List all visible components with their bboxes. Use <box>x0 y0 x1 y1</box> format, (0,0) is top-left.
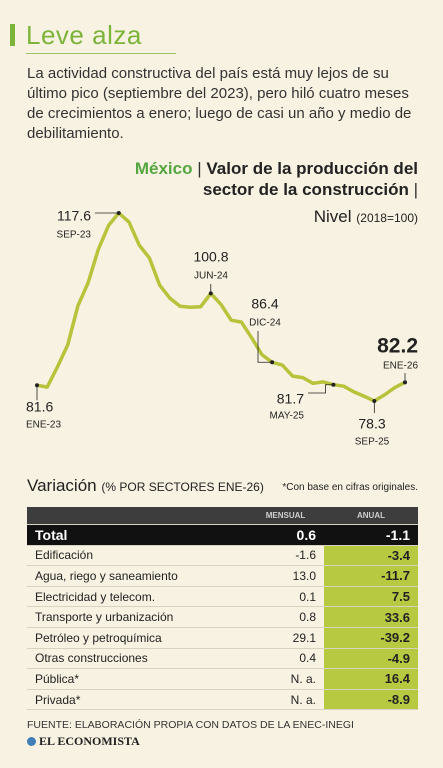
table: MENSUAL ANUAL Total 0.6 -1.1 Edificación -1.6-… <box>27 507 418 711</box>
table-title-text: Variación <box>27 476 97 495</box>
header-row: MENSUAL ANUAL <box>27 507 418 525</box>
monthly-cell: 29.1 <box>247 627 324 649</box>
table-row: Edificación -1.6 -3.4 <box>27 545 418 567</box>
value-label: 86.4 <box>251 296 278 312</box>
row-label: Electricidad y telecom. <box>27 586 247 608</box>
annual-cell: -4.9 <box>324 648 418 670</box>
chart-location: México <box>134 159 193 178</box>
title: Leve alza <box>26 20 142 50</box>
unit-note: (2018=100) <box>356 211 418 225</box>
line <box>36 211 406 403</box>
point <box>35 383 39 388</box>
table-row: Transporte y urbanización 0.8 33.6 <box>27 606 418 628</box>
leader-line <box>257 331 273 363</box>
row-label: Pública* <box>27 668 247 690</box>
table-note: *Con base en cifras originales. <box>282 482 418 493</box>
header-cell: ANUAL <box>324 507 418 525</box>
monthly-cell: 0.1 <box>247 586 324 608</box>
total-row: Total 0.6 -1.1 <box>27 524 418 546</box>
point <box>372 399 377 403</box>
monthly-cell: 0.4 <box>247 648 324 670</box>
title-bar <box>10 24 15 46</box>
chart-title: México | Valor de la producción del sect… <box>118 158 418 200</box>
row-label: Agua, riego y saneamiento <box>27 565 247 587</box>
annual-cell: -39.2 <box>324 627 418 649</box>
monthly-cell: 0.8 <box>247 606 324 628</box>
brand: EL ECONOMISTA <box>27 734 140 749</box>
table-row: Otras construcciones 0.4 -4.9 <box>27 648 418 670</box>
monthly-cell: 0.6 <box>247 524 324 546</box>
monthly-cell: N. a. <box>247 689 324 711</box>
annual-cell: 33.6 <box>324 606 418 628</box>
chart-subtitle: Nivel (2018=100) <box>314 207 418 227</box>
table-subtitle: (% POR SECTORES ENE-26) <box>101 480 264 494</box>
row-label: Petróleo y petroquímica <box>27 627 247 649</box>
annual-cell: -3.4 <box>324 545 418 567</box>
annual-cell: 7.5 <box>324 586 418 608</box>
table-row: Pública* N. a. 16.4 <box>27 668 418 690</box>
monthly-cell: N. a. <box>247 668 324 690</box>
date-label: SEP-23 <box>57 230 92 241</box>
monthly-cell: 13.0 <box>247 565 324 587</box>
annual-cell: -11.7 <box>324 565 418 587</box>
date-label: SEP-25 <box>355 437 390 448</box>
date-label: ENE-23 <box>26 420 61 431</box>
row-label: Transporte y urbanización <box>27 606 247 628</box>
chart: 81.6 ENE-23 117.6 SEP-23 100.8 JUN-24 86.4 DIC-… <box>26 208 418 448</box>
date-label: JUN-24 <box>194 271 228 282</box>
row-label: Otras construcciones <box>27 648 247 670</box>
description: La actividad constructiva del país está … <box>27 65 412 142</box>
source: FUENTE: ELABORACIÓN PROPIA CON DATOS DE … <box>27 719 354 731</box>
table-row: Agua, riego y saneamiento 13.0 -11.7 <box>27 565 418 587</box>
row-label: Privada* <box>27 689 247 711</box>
table-row: Electricidad y telecom. 0.1 7.5 <box>27 586 418 608</box>
subtitle: Nivel <box>313 207 352 226</box>
annual-cell: 16.4 <box>324 668 418 690</box>
date-label: DIC-24 <box>249 318 281 329</box>
value-label: 100.8 <box>193 249 228 265</box>
separator: | <box>197 159 202 178</box>
value-label: 81.6 <box>26 399 53 415</box>
header-cell <box>27 507 247 525</box>
point <box>403 380 407 385</box>
annual-cell: -8.9 <box>324 689 418 711</box>
value-label: 82.2 <box>377 335 418 358</box>
separator: | <box>413 180 418 199</box>
point <box>331 382 336 387</box>
title-rule <box>26 53 176 54</box>
brand-text: EL ECONOMISTA <box>39 734 140 748</box>
point <box>270 360 275 365</box>
table-row: Petróleo y petroquímica 29.1 -39.2 <box>27 627 418 649</box>
date-label: ENE-26 <box>383 361 418 372</box>
value-label: 117.6 <box>57 208 91 224</box>
point <box>208 291 213 296</box>
row-label: Total <box>27 524 247 546</box>
chart-title-text: Valor de la producción del sector de la … <box>202 159 418 199</box>
table-title: Variación (% POR SECTORES ENE-26) <box>27 476 264 496</box>
value-label: 81.7 <box>277 391 304 407</box>
date-label: MAY-25 <box>270 411 305 422</box>
row-label: Edificación <box>27 545 247 567</box>
header-cell: MENSUAL <box>247 507 324 525</box>
leader-line <box>308 384 334 394</box>
annual-cell: -1.1 <box>324 524 418 546</box>
point <box>116 211 121 215</box>
table-row: Privada* N. a. -8.9 <box>27 689 418 711</box>
brand-icon <box>27 737 36 746</box>
value-label: 78.3 <box>358 416 385 432</box>
monthly-cell: -1.6 <box>247 545 324 567</box>
